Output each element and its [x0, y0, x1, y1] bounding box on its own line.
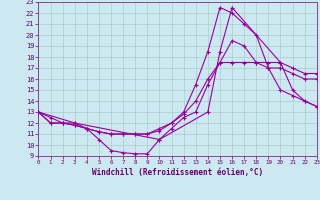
X-axis label: Windchill (Refroidissement éolien,°C): Windchill (Refroidissement éolien,°C): [92, 168, 263, 177]
